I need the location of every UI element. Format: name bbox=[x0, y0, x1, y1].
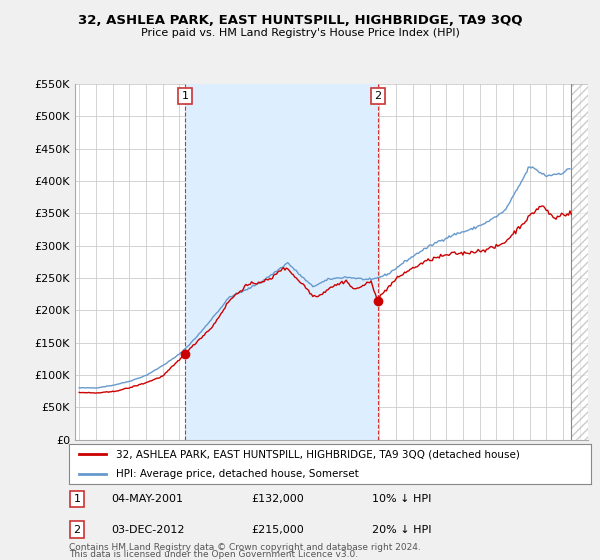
Text: 2: 2 bbox=[374, 91, 382, 101]
Text: 1: 1 bbox=[73, 494, 80, 504]
Text: HPI: Average price, detached house, Somerset: HPI: Average price, detached house, Some… bbox=[116, 469, 359, 479]
Text: £132,000: £132,000 bbox=[252, 494, 304, 504]
Text: £215,000: £215,000 bbox=[252, 525, 304, 535]
Text: This data is licensed under the Open Government Licence v3.0.: This data is licensed under the Open Gov… bbox=[69, 550, 358, 559]
Bar bbox=[185, 84, 378, 440]
Text: Price paid vs. HM Land Registry's House Price Index (HPI): Price paid vs. HM Land Registry's House … bbox=[140, 28, 460, 38]
Text: 04-MAY-2001: 04-MAY-2001 bbox=[111, 494, 183, 504]
Text: 03-DEC-2012: 03-DEC-2012 bbox=[111, 525, 184, 535]
Text: 32, ASHLEA PARK, EAST HUNTSPILL, HIGHBRIDGE, TA9 3QQ: 32, ASHLEA PARK, EAST HUNTSPILL, HIGHBRI… bbox=[78, 14, 522, 27]
Text: 32, ASHLEA PARK, EAST HUNTSPILL, HIGHBRIDGE, TA9 3QQ (detached house): 32, ASHLEA PARK, EAST HUNTSPILL, HIGHBRI… bbox=[116, 449, 520, 459]
Text: 20% ↓ HPI: 20% ↓ HPI bbox=[372, 525, 431, 535]
Bar bbox=[571, 84, 588, 440]
Text: 1: 1 bbox=[182, 91, 188, 101]
Text: Contains HM Land Registry data © Crown copyright and database right 2024.: Contains HM Land Registry data © Crown c… bbox=[69, 543, 421, 552]
Text: 2: 2 bbox=[73, 525, 80, 535]
Text: 10% ↓ HPI: 10% ↓ HPI bbox=[372, 494, 431, 504]
